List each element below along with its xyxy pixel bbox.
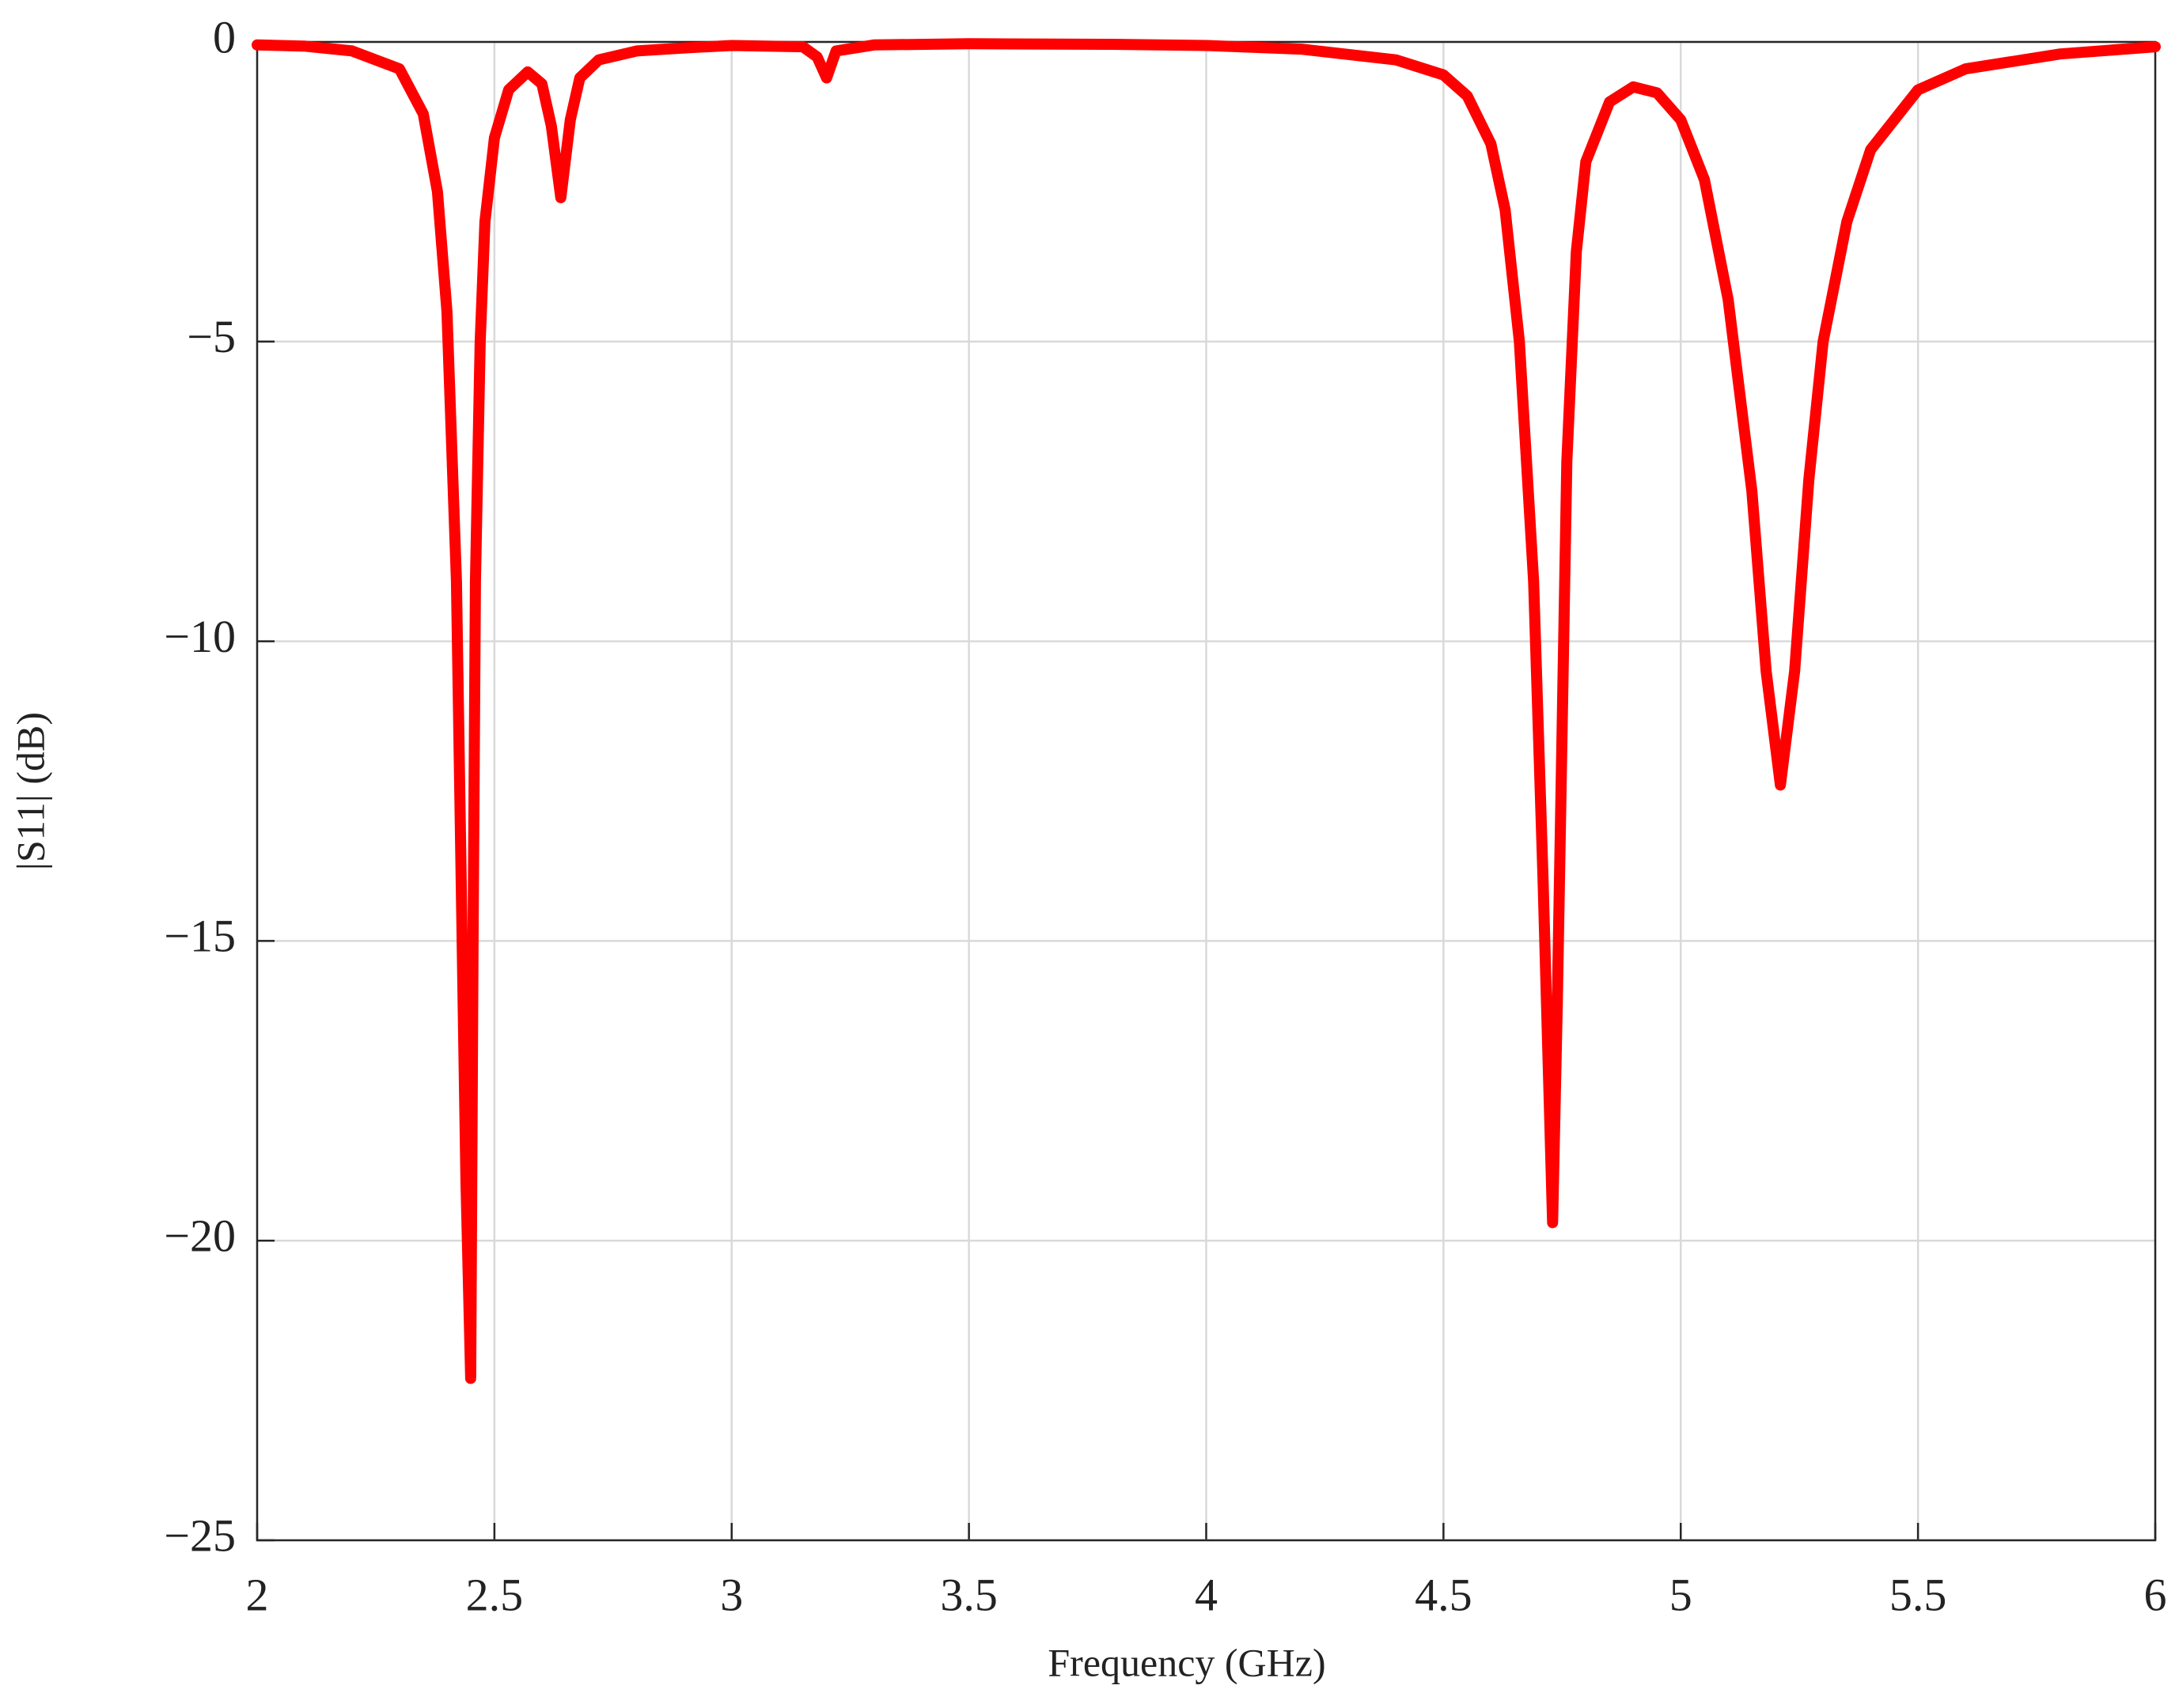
- x-tick-label: 5: [1669, 1569, 1692, 1620]
- y-tick-label: 0: [213, 11, 236, 62]
- y-tick-label: −5: [187, 311, 236, 362]
- y-tick-label: −15: [164, 911, 236, 962]
- y-tick-label: −20: [164, 1210, 236, 1262]
- y-tick-label: −25: [164, 1509, 236, 1561]
- x-tick-label: 3.5: [940, 1569, 998, 1620]
- x-tick-label: 2.5: [466, 1569, 524, 1620]
- x-tick-label: 4: [1195, 1569, 1218, 1620]
- y-axis-label: |S11| (dB): [8, 712, 52, 870]
- x-tick-label: 3: [720, 1569, 743, 1620]
- x-axis-label: Frequency (GHz): [1048, 1640, 1325, 1684]
- x-tick-label: 4.5: [1415, 1569, 1472, 1620]
- x-tick-label: 5.5: [1889, 1569, 1947, 1620]
- data-line: [252, 38, 2161, 1384]
- y-tick-label: −10: [164, 611, 236, 662]
- x-tick-label: 6: [2144, 1569, 2167, 1620]
- x-tick-label: 2: [246, 1569, 269, 1620]
